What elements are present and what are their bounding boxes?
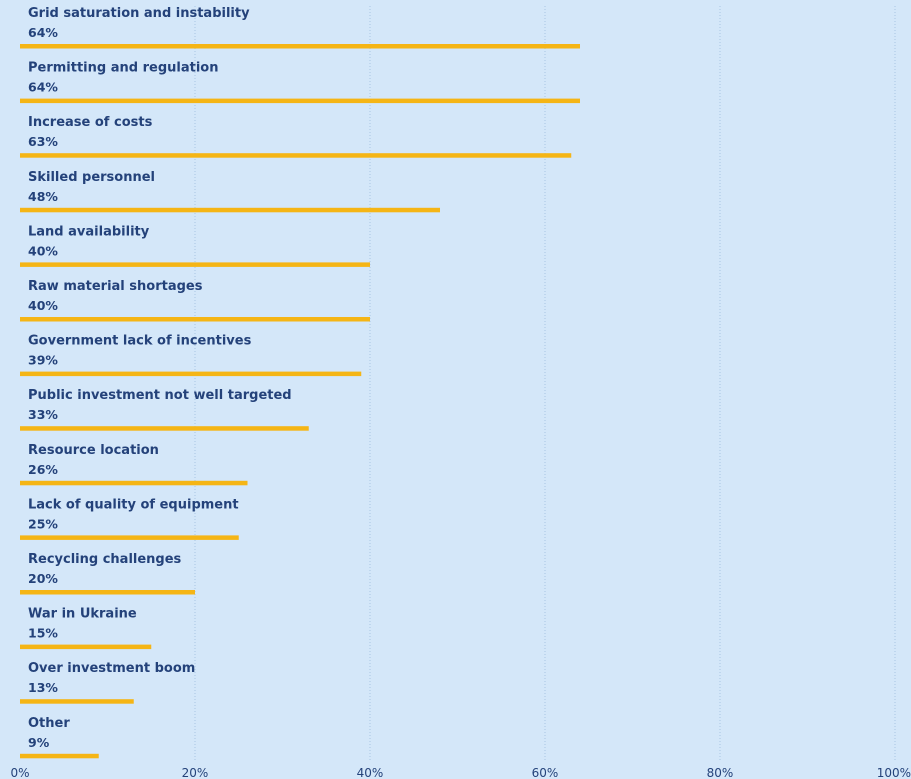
bar	[20, 262, 370, 267]
category-label: Skilled personnel	[28, 170, 155, 185]
bar	[20, 426, 309, 431]
data-label: 64%	[28, 25, 58, 40]
category-label: Grid saturation and instability	[28, 6, 250, 21]
x-tick-label: 0%	[10, 766, 29, 779]
bar	[20, 590, 195, 595]
data-label: 40%	[28, 298, 58, 313]
gridlines	[194, 6, 896, 762]
bar	[20, 753, 99, 759]
data-label: 64%	[28, 80, 58, 95]
x-tick-label: 80%	[707, 766, 734, 779]
data-label: 13%	[28, 680, 58, 695]
data-label: 39%	[28, 353, 58, 368]
category-label: Other	[28, 716, 70, 731]
data-label: 63%	[28, 134, 58, 149]
bars	[20, 44, 580, 759]
category-label: Permitting and regulation	[28, 61, 218, 76]
bar	[20, 153, 572, 158]
category-label: Lack of quality of equipment	[28, 497, 239, 512]
data-label: 20%	[28, 571, 58, 586]
x-tick-label: 60%	[532, 766, 559, 779]
bar	[20, 480, 248, 486]
bar	[20, 44, 580, 49]
category-label: Increase of costs	[28, 115, 153, 130]
bar	[20, 207, 440, 213]
category-labels: Grid saturation and instability 64% Permit…	[28, 6, 292, 750]
bar	[20, 98, 580, 104]
category-label: Raw material shortages	[28, 279, 203, 294]
x-tick-label: 20%	[182, 766, 209, 779]
category-label: Recycling challenges	[28, 552, 182, 567]
data-label: 48%	[28, 189, 58, 204]
data-label: 25%	[28, 516, 58, 531]
bar	[20, 317, 370, 322]
category-label: Land availability	[28, 224, 150, 239]
category-label: Government lack of incentives	[28, 334, 252, 349]
category-label: Over investment boom	[28, 661, 195, 676]
category-label: Resource location	[28, 443, 159, 458]
x-tick-label: 40%	[357, 766, 384, 779]
data-label: 33%	[28, 407, 58, 422]
bar	[20, 644, 152, 650]
bar	[20, 699, 134, 704]
data-label: 15%	[28, 626, 58, 641]
data-label: 9%	[28, 735, 50, 750]
bar	[20, 535, 239, 540]
x-axis-ticks: 0% 20% 40% 60% 80% 100%	[10, 766, 911, 779]
category-label: Public investment not well targeted	[28, 388, 292, 403]
category-label: War in Ukraine	[28, 607, 137, 622]
x-tick-label: 100%	[877, 766, 911, 779]
bar	[20, 371, 362, 377]
data-label: 26%	[28, 462, 58, 477]
data-label: 40%	[28, 243, 58, 258]
